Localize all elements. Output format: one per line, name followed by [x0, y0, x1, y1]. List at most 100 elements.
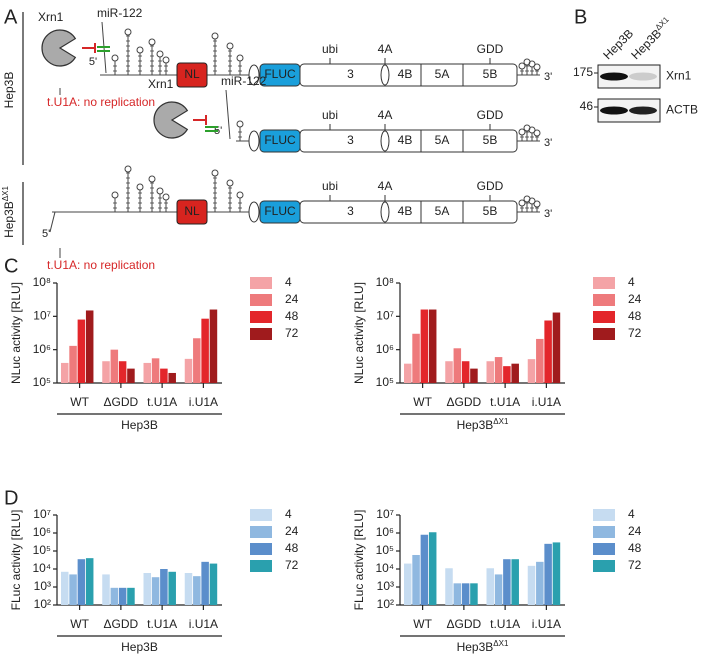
nl-label: NL	[184, 67, 200, 81]
bar	[552, 542, 561, 605]
bar	[412, 333, 420, 383]
gene-label: 4B	[398, 133, 413, 147]
site-label: GDD	[477, 108, 504, 122]
three-prime: 3'	[544, 137, 552, 149]
three-prime: 3'	[544, 71, 552, 83]
loop	[533, 200, 541, 208]
cell-line-label: Hep3BΔX1	[1, 186, 17, 238]
legend-swatch	[250, 509, 272, 521]
gene-label: 3	[347, 204, 354, 218]
bar	[494, 357, 503, 383]
bar	[61, 571, 69, 605]
bar	[184, 572, 193, 605]
five-prime: 5'	[42, 228, 50, 240]
band	[629, 72, 657, 81]
cell-line-label-sup: ΔX1	[1, 186, 10, 202]
y-tick-label: 10⁷	[376, 309, 394, 323]
bar	[511, 363, 519, 383]
legend-swatch	[593, 560, 615, 572]
legend-swatch	[250, 526, 272, 538]
y-tick-label: 10²	[34, 597, 51, 611]
gene-label: 3	[347, 67, 354, 81]
x-tick-label: ΔGDD	[447, 395, 482, 409]
y-tick-label: 10⁷	[33, 309, 51, 323]
utr5	[49, 211, 56, 233]
legend-label: 72	[628, 558, 642, 572]
fluc-label: FLUC	[264, 133, 296, 147]
site-label: GDD	[477, 42, 504, 56]
y-tick-label: 10⁵	[376, 375, 394, 389]
ires	[248, 201, 260, 223]
bar	[486, 361, 495, 383]
panel-label: B	[574, 6, 587, 28]
bar	[77, 319, 86, 383]
gene-label: 5B	[483, 204, 498, 218]
site-label: ubi	[322, 108, 338, 122]
legend-label: 48	[628, 541, 642, 555]
site-label: 4A	[378, 179, 393, 193]
bar	[193, 576, 201, 605]
bar	[151, 358, 160, 383]
x-tick-label: t.U1A	[147, 617, 177, 631]
y-tick-label: 10⁴	[375, 561, 394, 575]
five-prime: 5'	[214, 125, 222, 137]
panel-label: D	[4, 487, 18, 509]
x-tick-label: WT	[413, 395, 432, 409]
legend-label: 48	[285, 541, 299, 555]
legend-swatch	[593, 294, 615, 306]
loop	[162, 193, 170, 201]
note: t.U1A: no replication	[47, 258, 155, 272]
y-tick-label: 10⁶	[376, 525, 394, 539]
gene-label: 4B	[398, 67, 413, 81]
loop	[148, 38, 156, 46]
y-tick-label: 10⁶	[33, 342, 51, 356]
bar	[527, 359, 536, 383]
bar	[118, 587, 127, 605]
loop	[124, 165, 132, 173]
legend-swatch	[250, 294, 272, 306]
bar	[160, 368, 168, 383]
bar	[404, 363, 412, 383]
cell-line-label-base: Hep3B	[2, 72, 16, 109]
bar	[445, 568, 453, 605]
site-label: ubi	[322, 179, 338, 193]
group-label: Hep3BΔX1	[457, 417, 509, 433]
group-label-sup: ΔX1	[493, 417, 509, 426]
x-tick-label: WT	[70, 617, 89, 631]
y-tick-label: 10⁵	[33, 543, 51, 557]
y-axis-label: NLuc activity [RLU]	[9, 282, 23, 384]
gene-label: 5B	[483, 67, 498, 81]
site-label: GDD	[477, 179, 504, 193]
xrn1-label: Xrn1	[38, 10, 64, 24]
y-tick-label: 10⁷	[376, 507, 394, 521]
ires	[248, 130, 260, 152]
loop	[162, 56, 170, 64]
bar	[193, 338, 201, 383]
nl-label: NL	[184, 204, 200, 218]
x-tick-label: ΔGDD	[104, 395, 139, 409]
loop	[236, 54, 244, 62]
legend-label: 72	[285, 558, 299, 572]
panel-label: A	[4, 6, 18, 28]
y-tick-label: 10⁸	[33, 275, 51, 289]
site-label: 4A	[378, 108, 393, 122]
bar	[453, 348, 462, 383]
panel-label: C	[4, 255, 18, 277]
legend-swatch	[250, 277, 272, 289]
marker-label: 175	[573, 65, 593, 79]
bar	[461, 583, 470, 605]
bar	[85, 310, 94, 383]
bar	[428, 309, 437, 383]
cell-line-label: Hep3B	[2, 72, 16, 109]
lane-label-sup: ΔX1	[653, 14, 670, 31]
bar	[69, 345, 77, 383]
y-tick-label: 10⁷	[33, 507, 51, 521]
gene-label: 5A	[435, 67, 450, 81]
fluc-box	[259, 129, 301, 153]
y-tick-label: 10³	[34, 579, 51, 593]
bar	[110, 587, 119, 605]
group-label-base: Hep3B	[121, 640, 158, 654]
y-tick-label: 10⁵	[376, 543, 394, 557]
y-axis-label: NLuc activity [RLU]	[352, 282, 366, 384]
